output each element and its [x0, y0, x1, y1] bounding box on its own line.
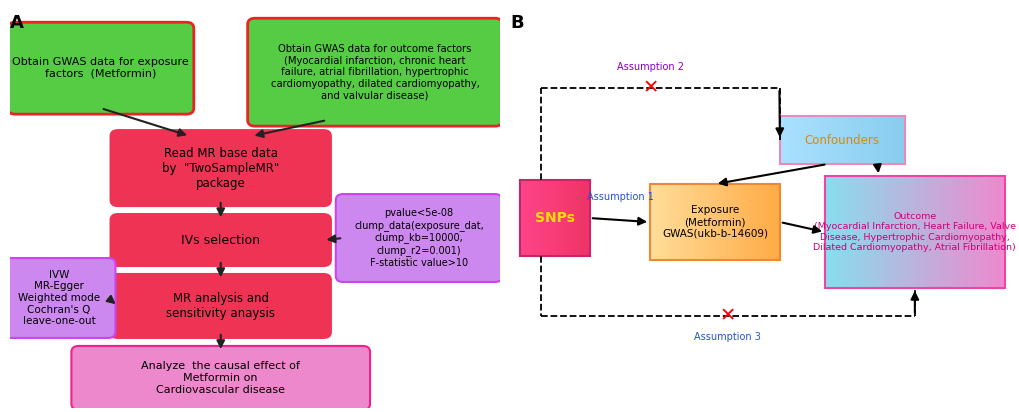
- Bar: [555, 180, 557, 256]
- Bar: [963, 176, 967, 288]
- Bar: [742, 184, 745, 260]
- Bar: [657, 184, 660, 260]
- Text: Assumption 2: Assumption 2: [616, 62, 684, 72]
- Bar: [803, 116, 805, 164]
- Bar: [526, 180, 528, 256]
- Bar: [667, 184, 669, 260]
- Bar: [660, 184, 663, 260]
- Bar: [688, 184, 691, 260]
- Bar: [914, 176, 917, 288]
- Bar: [786, 116, 788, 164]
- Bar: [737, 184, 740, 260]
- Bar: [763, 184, 765, 260]
- Bar: [821, 116, 823, 164]
- Bar: [704, 184, 707, 260]
- Bar: [787, 116, 790, 164]
- Bar: [532, 180, 534, 256]
- Bar: [834, 116, 837, 164]
- Bar: [695, 184, 697, 260]
- Bar: [560, 180, 562, 256]
- Bar: [813, 116, 816, 164]
- Bar: [830, 116, 834, 164]
- Bar: [816, 116, 819, 164]
- Bar: [923, 176, 926, 288]
- Bar: [815, 116, 817, 164]
- Text: Assumption 1: Assumption 1: [586, 192, 653, 202]
- Bar: [546, 180, 548, 256]
- Bar: [527, 180, 528, 256]
- Bar: [679, 184, 681, 260]
- Bar: [812, 116, 814, 164]
- Bar: [806, 116, 808, 164]
- Bar: [874, 116, 877, 164]
- Bar: [540, 180, 541, 256]
- Bar: [576, 180, 578, 256]
- Bar: [771, 184, 773, 260]
- Bar: [873, 176, 876, 288]
- Bar: [898, 176, 902, 288]
- Text: pvalue<5e-08
clump_data(exposure_dat,
clump_kb=10000,
clump_r2=0.001)
F-statisti: pvalue<5e-08 clump_data(exposure_dat, cl…: [354, 208, 483, 267]
- Bar: [522, 180, 523, 256]
- Bar: [546, 180, 547, 256]
- Bar: [744, 184, 746, 260]
- Bar: [732, 184, 735, 260]
- Text: Obtain GWAS data for exposure
factors  (Metformin): Obtain GWAS data for exposure factors (M…: [12, 57, 189, 79]
- Bar: [884, 176, 888, 288]
- Bar: [853, 176, 857, 288]
- Bar: [877, 116, 880, 164]
- Bar: [896, 176, 899, 288]
- Bar: [893, 116, 896, 164]
- Bar: [577, 180, 578, 256]
- Bar: [543, 180, 545, 256]
- Bar: [827, 116, 830, 164]
- Bar: [583, 180, 585, 256]
- Bar: [561, 180, 564, 256]
- Bar: [755, 184, 757, 260]
- Bar: [842, 116, 844, 164]
- Bar: [860, 116, 863, 164]
- Bar: [866, 116, 869, 164]
- Bar: [654, 184, 657, 260]
- Bar: [530, 180, 532, 256]
- Bar: [871, 176, 874, 288]
- Bar: [882, 116, 884, 164]
- Bar: [868, 116, 870, 164]
- Bar: [668, 184, 672, 260]
- Bar: [731, 184, 733, 260]
- Bar: [979, 176, 982, 288]
- Bar: [722, 184, 725, 260]
- Bar: [767, 184, 770, 260]
- Bar: [792, 116, 794, 164]
- FancyBboxPatch shape: [248, 18, 501, 126]
- Bar: [715, 184, 718, 260]
- Bar: [909, 176, 913, 288]
- Bar: [871, 116, 873, 164]
- Bar: [912, 176, 915, 288]
- Bar: [851, 176, 854, 288]
- Bar: [558, 180, 560, 256]
- Text: Analyze  the causal effect of
Metformin on
Cardiovascular disease: Analyze the causal effect of Metformin o…: [142, 361, 300, 395]
- Bar: [769, 184, 772, 260]
- Bar: [553, 180, 555, 256]
- Bar: [859, 116, 861, 164]
- Bar: [565, 180, 566, 256]
- Bar: [793, 116, 796, 164]
- Bar: [772, 184, 775, 260]
- Bar: [836, 116, 838, 164]
- Bar: [717, 184, 720, 260]
- Bar: [856, 176, 859, 288]
- Bar: [693, 184, 696, 260]
- Bar: [690, 184, 693, 260]
- Bar: [990, 176, 994, 288]
- Bar: [711, 184, 713, 260]
- Bar: [850, 116, 852, 164]
- Bar: [972, 176, 975, 288]
- Bar: [890, 176, 893, 288]
- Bar: [981, 176, 984, 288]
- Bar: [659, 184, 661, 260]
- Bar: [798, 116, 800, 164]
- Bar: [784, 116, 787, 164]
- Bar: [903, 176, 906, 288]
- Bar: [529, 180, 531, 256]
- Text: Read MR base data
by  "TwoSampleMR"
package: Read MR base data by "TwoSampleMR" packa…: [162, 147, 279, 190]
